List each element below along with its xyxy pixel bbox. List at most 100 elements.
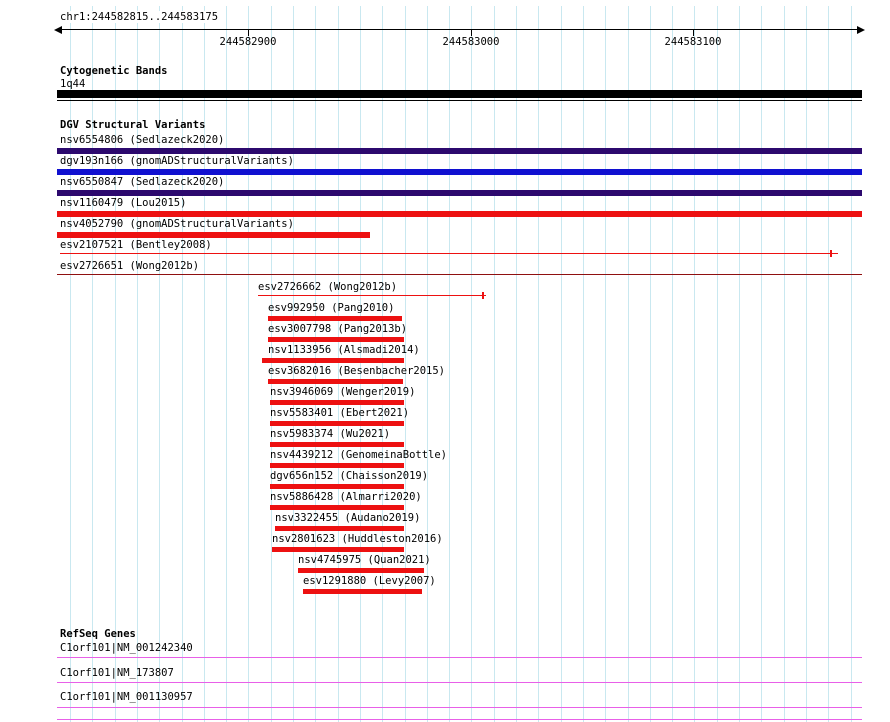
grid-line (650, 6, 651, 722)
variant-bar[interactable] (270, 400, 404, 405)
variant-label[interactable]: nsv6550847 (Sedlazeck2020) (60, 176, 225, 188)
grid-line (538, 6, 539, 722)
ruler-tick-label: 244582900 (219, 36, 277, 48)
variant-bar[interactable] (57, 274, 862, 275)
grid-line (739, 6, 740, 722)
grid-line (828, 6, 829, 722)
variant-label[interactable]: nsv3322455 (Audano2019) (275, 512, 421, 524)
grid-line (92, 6, 93, 722)
ruler-right-arrow-icon[interactable] (857, 26, 865, 34)
grid-line (628, 6, 629, 722)
grid-line (248, 6, 249, 722)
gene-line[interactable] (57, 657, 862, 658)
refseq-gene-line-partial (57, 719, 862, 720)
variant-bar[interactable] (57, 148, 862, 154)
variant-label[interactable]: dgv193n166 (gnomADStructuralVariants) (60, 155, 294, 167)
grid-line (449, 6, 450, 722)
cytoband-bar[interactable] (57, 90, 862, 98)
ruler-line (59, 29, 859, 30)
variant-bar[interactable] (57, 211, 862, 217)
variant-end-tick (482, 292, 484, 299)
region-label: chr1:244582815..244583175 (60, 11, 222, 23)
variant-bar[interactable] (57, 190, 862, 196)
grid-line (761, 6, 762, 722)
gene-label[interactable]: C1orf101|NM_173807 (60, 667, 174, 679)
gene-label[interactable]: C1orf101|NM_001242340 (60, 642, 193, 654)
variant-label[interactable]: esv2107521 (Bentley2008) (60, 239, 212, 251)
variant-label[interactable]: nsv3946069 (Wenger2019) (270, 386, 416, 398)
variant-label[interactable]: nsv1133956 (Alsmadi2014) (268, 344, 420, 356)
variant-bar[interactable] (268, 337, 404, 342)
variant-bar[interactable] (272, 547, 404, 552)
grid-line (271, 6, 272, 722)
variant-label[interactable]: nsv5886428 (Almarri2020) (270, 491, 422, 503)
variant-bar[interactable] (303, 589, 422, 594)
variant-label[interactable]: nsv6554806 (Sedlazeck2020) (60, 134, 225, 146)
variant-bar[interactable] (270, 421, 404, 426)
grid-line (694, 6, 695, 722)
variant-label[interactable]: nsv2801623 (Huddleston2016) (272, 533, 443, 545)
ruler-tick (471, 30, 472, 36)
variant-bar[interactable] (258, 295, 486, 296)
ruler-tick-label: 244583000 (442, 36, 500, 48)
grid-line (784, 6, 785, 722)
variant-label[interactable]: esv3682016 (Besenbacher2015) (268, 365, 446, 377)
variant-label[interactable]: esv2726662 (Wong2012b) (258, 281, 398, 293)
grid-line (471, 6, 472, 722)
variant-bar[interactable] (270, 505, 404, 510)
gene-line[interactable] (57, 682, 862, 683)
variant-label[interactable]: nsv4052790 (gnomADStructuralVariants) (60, 218, 294, 230)
variant-label[interactable]: nsv1160479 (Lou2015) (60, 197, 187, 209)
ruler-tick-label: 244583100 (664, 36, 722, 48)
grid-line (159, 6, 160, 722)
variant-bar[interactable] (57, 169, 862, 175)
grid-line (360, 6, 361, 722)
variant-bar[interactable] (262, 358, 404, 363)
ruler-tick (248, 30, 249, 36)
variant-bar[interactable] (268, 379, 403, 384)
variant-label[interactable]: esv992950 (Pang2010) (268, 302, 395, 314)
grid-line (115, 6, 116, 722)
grid-line (137, 6, 138, 722)
variant-bar[interactable] (268, 316, 402, 321)
grid-line (717, 6, 718, 722)
grid-line (427, 6, 428, 722)
ruler-left-arrow-icon[interactable] (54, 26, 62, 34)
variant-label[interactable]: esv1291880 (Levy2007) (303, 575, 436, 587)
grid-line (382, 6, 383, 722)
gene-line[interactable] (57, 707, 862, 708)
variant-label[interactable]: nsv4439212 (GenomeinaBottle) (270, 449, 448, 461)
grid-line (405, 6, 406, 722)
variant-end-tick (830, 250, 832, 257)
variant-bar[interactable] (60, 253, 838, 254)
ruler-tick (693, 30, 694, 36)
variant-label[interactable]: esv2726651 (Wong2012b) (60, 260, 200, 272)
variant-bar[interactable] (270, 463, 404, 468)
variant-bar[interactable] (298, 568, 424, 573)
grid-line (182, 6, 183, 722)
variant-bar[interactable] (270, 484, 404, 489)
grid-line (315, 6, 316, 722)
variant-label[interactable]: nsv4745975 (Quan2021) (298, 554, 431, 566)
grid-line (516, 6, 517, 722)
refseq-section-title: RefSeq Genes (60, 628, 136, 640)
cytoband-section-title: Cytogenetic Bands (60, 65, 168, 77)
grid-line (204, 6, 205, 722)
grid-line (338, 6, 339, 722)
grid-line (226, 6, 227, 722)
grid-line (672, 6, 673, 722)
variant-label[interactable]: nsv5583401 (Ebert2021) (270, 407, 410, 419)
variant-label[interactable]: esv3007798 (Pang2013b) (268, 323, 408, 335)
grid-line (605, 6, 606, 722)
cytoband-underline (57, 100, 862, 101)
variant-label[interactable]: dgv656n152 (Chaisson2019) (270, 470, 429, 482)
gene-label[interactable]: C1orf101|NM_001130957 (60, 691, 193, 703)
variant-bar[interactable] (270, 442, 404, 447)
cytoband-name[interactable]: 1q44 (60, 78, 86, 90)
variant-bar[interactable] (57, 232, 370, 238)
grid-line (494, 6, 495, 722)
variant-label[interactable]: nsv5983374 (Wu2021) (270, 428, 391, 440)
grid-line (293, 6, 294, 722)
variant-bar[interactable] (275, 526, 404, 531)
